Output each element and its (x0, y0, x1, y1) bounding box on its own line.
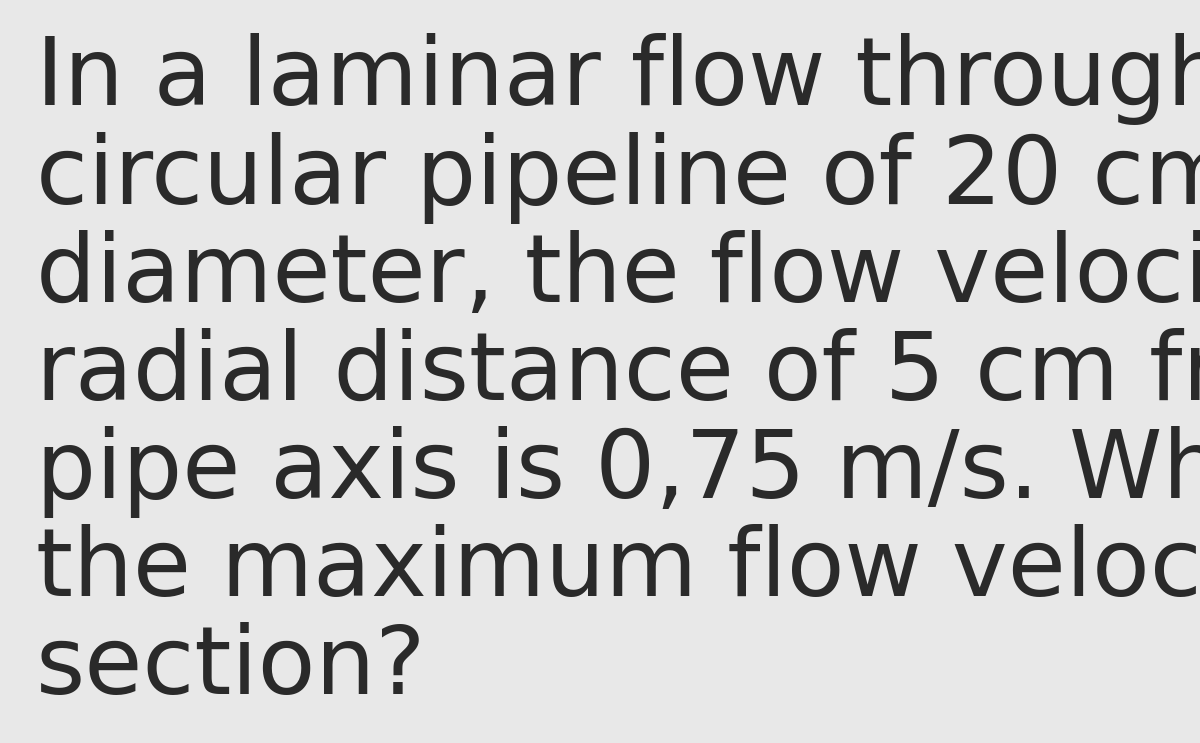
Text: radial distance of 5 cm from the: radial distance of 5 cm from the (36, 328, 1200, 420)
Text: pipe axis is 0,75 m/s. What is: pipe axis is 0,75 m/s. What is (36, 426, 1200, 518)
Text: section?: section? (36, 622, 426, 714)
Text: In a laminar flow through a: In a laminar flow through a (36, 33, 1200, 126)
Text: the maximum flow velocity in the: the maximum flow velocity in the (36, 524, 1200, 616)
Text: circular pipeline of 20 cm: circular pipeline of 20 cm (36, 132, 1200, 224)
Text: diameter, the flow velocity at a: diameter, the flow velocity at a (36, 230, 1200, 322)
